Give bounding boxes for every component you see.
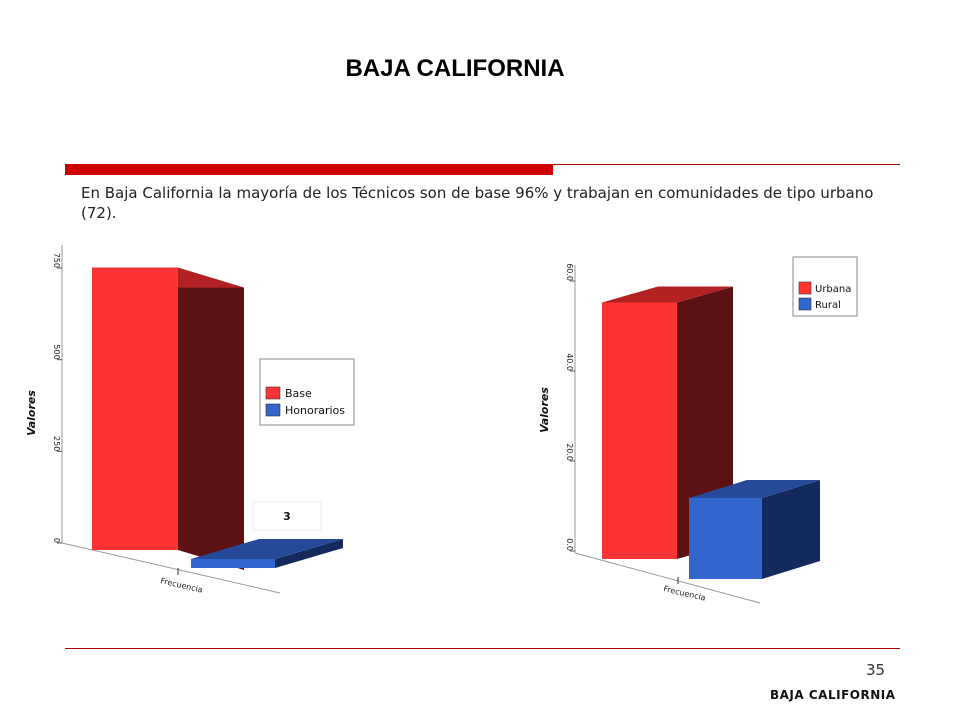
y-ticks: 0.0 20.0 40.0 60.0: [565, 263, 575, 552]
bar-front-face: [689, 498, 762, 579]
bar-front-face: [191, 559, 275, 568]
bar-side-face: [275, 539, 343, 568]
floor-edge: [574, 552, 761, 604]
x-category-label: Frecuencia: [160, 576, 204, 594]
bar-top-face: [689, 480, 820, 498]
legend-swatch-rural: [798, 297, 812, 311]
title-accent-bar: [65, 164, 553, 175]
bar-front-face: [92, 267, 178, 550]
chart-left: 0 250 500 750 Valores Frecuencia 3 Base Hon…: [25, 245, 355, 595]
data-label-honorarios: 3: [283, 510, 291, 523]
legend: Urbana Rural: [792, 256, 858, 317]
description-text: En Baja California la mayoría de los Téc…: [81, 184, 874, 222]
y-tick-label-1: 20.0: [565, 443, 574, 461]
legend-label-base: Base: [285, 387, 312, 400]
bar-rural: [689, 480, 820, 579]
bar-base: [92, 267, 244, 570]
y-tick-label-1: 250: [52, 436, 61, 451]
bar-top-face: [191, 539, 343, 559]
bar-side-face: [762, 480, 820, 579]
footer-label: BAJA CALIFORNIA: [770, 688, 896, 702]
y-axis-label: Valores: [25, 390, 38, 436]
y-tick-label-0: 0.0: [565, 538, 574, 551]
floor-edge: [61, 542, 281, 594]
legend-swatch-honorarios: [265, 403, 281, 417]
y-tick-label-3: 60.0: [565, 263, 574, 281]
y-ticks: 0 250 500 750: [52, 253, 62, 544]
y-tick-label-2: 500: [52, 344, 61, 359]
page-number: 35: [866, 661, 886, 679]
top-divider: [553, 164, 900, 165]
legend: Base Honorarios: [259, 358, 355, 426]
bar-side-face: [178, 267, 244, 570]
bottom-divider: [65, 648, 900, 649]
legend-swatch-urbana: [798, 281, 812, 295]
bar-honorarios: [191, 539, 343, 568]
legend-label-urbana: Urbana: [815, 284, 851, 295]
y-tick-label-0: 0: [52, 538, 61, 543]
y-axis-label: Valores: [538, 387, 551, 433]
legend-label-honorarios: Honorarios: [285, 404, 345, 417]
data-label-box: [252, 501, 322, 531]
bar-top-face: [602, 286, 733, 303]
slide-title: BAJA CALIFORNIA: [345, 55, 565, 82]
y-tick-label-2: 40.0: [565, 353, 574, 371]
legend-swatch-base: [265, 386, 281, 400]
legend-label-rural: Rural: [815, 300, 841, 311]
bar-front-face: [602, 302, 677, 559]
y-tick-label-3: 750: [52, 253, 61, 268]
chart-right: 0.020.040.060.0 Valores Frecuencia Urban…: [538, 256, 858, 604]
